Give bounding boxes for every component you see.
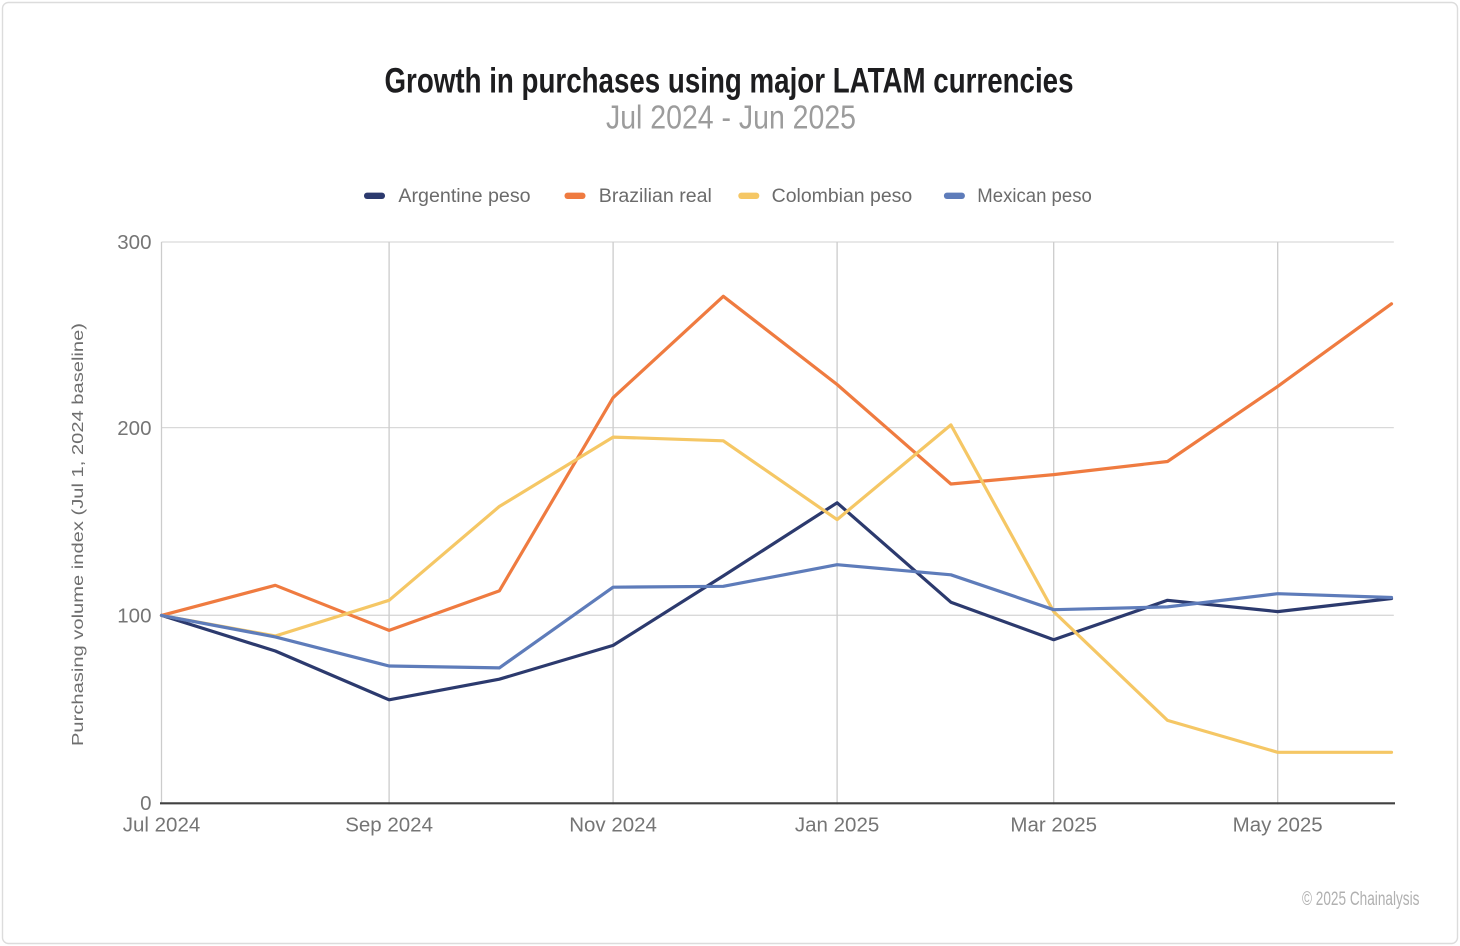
svg-text:Jul 2024 - Jun 2025: Jul 2024 - Jun 2025 (606, 99, 856, 136)
svg-text:Jul 2024: Jul 2024 (123, 814, 201, 837)
svg-text:Mar 2025: Mar 2025 (1010, 814, 1097, 837)
svg-text:Nov 2024: Nov 2024 (569, 814, 657, 837)
svg-text:© 2025 Chainalysis: © 2025 Chainalysis (1302, 889, 1419, 910)
svg-text:200: 200 (117, 417, 151, 440)
svg-text:Mexican peso: Mexican peso (977, 186, 1092, 207)
svg-text:Sep 2024: Sep 2024 (345, 814, 433, 837)
svg-text:300: 300 (117, 231, 151, 254)
svg-text:Growth in purchases using majo: Growth in purchases using major LATAM cu… (385, 61, 1074, 101)
svg-text:Argentine peso: Argentine peso (398, 186, 530, 207)
svg-text:Brazilian real: Brazilian real (599, 186, 712, 207)
svg-text:Colombian peso: Colombian peso (772, 186, 913, 207)
svg-text:0: 0 (140, 792, 151, 815)
svg-text:Jan 2025: Jan 2025 (795, 814, 879, 837)
svg-text:May 2025: May 2025 (1233, 814, 1323, 837)
svg-text:100: 100 (117, 605, 151, 628)
svg-text:Purchasing volume index (Jul 1: Purchasing volume index (Jul 1, 2024 bas… (70, 323, 87, 746)
